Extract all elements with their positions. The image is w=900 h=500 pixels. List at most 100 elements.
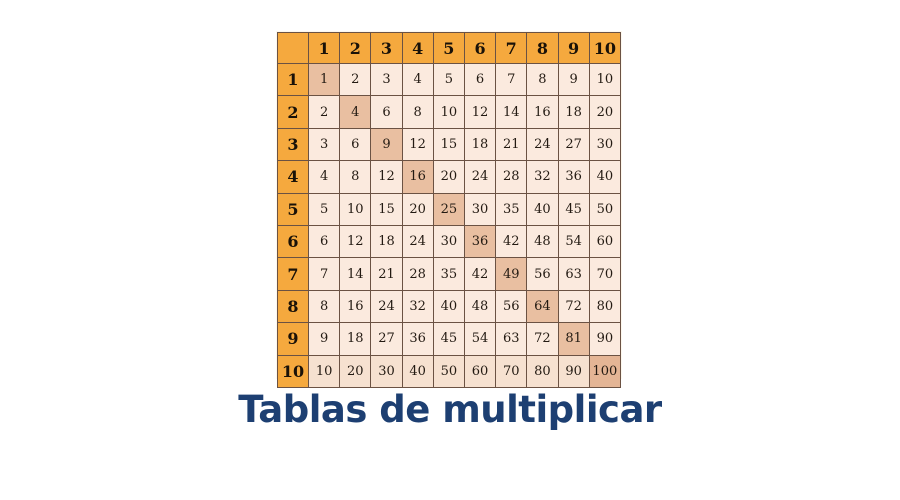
product-cell-4x6: 24 bbox=[463, 160, 497, 194]
product-cell-8x4: 32 bbox=[401, 289, 434, 324]
product-cell-9x4: 36 bbox=[401, 322, 434, 356]
product-cell-7x5: 35 bbox=[432, 257, 465, 291]
table-row: 8 8 16 24 32 40 48 56 64 72 80 bbox=[277, 289, 622, 324]
product-cell-9x1: 9 bbox=[307, 322, 341, 356]
product-cell-5x1: 5 bbox=[307, 192, 341, 226]
product-cell-3x7: 21 bbox=[495, 127, 528, 162]
product-cell-4x3: 12 bbox=[370, 160, 403, 194]
product-cell-4x9: 36 bbox=[557, 160, 590, 194]
product-cell-4x1: 4 bbox=[307, 160, 341, 194]
row-header-3: 3 bbox=[277, 127, 309, 162]
table-body: 1 1 2 3 4 5 6 7 8 9 10 2 2 4 6 8 10 12 14 16 18 20 3 3 6 9 12 15 18 2… bbox=[277, 62, 622, 388]
row-header-10: 10 bbox=[277, 354, 309, 388]
product-cell-2x8: 16 bbox=[526, 95, 559, 129]
product-cell-8x9: 72 bbox=[557, 289, 590, 324]
product-cell-10x2: 20 bbox=[339, 354, 372, 388]
table-row: 1 1 2 3 4 5 6 7 8 9 10 bbox=[277, 62, 622, 97]
product-cell-5x8: 40 bbox=[526, 192, 559, 226]
product-cell-6x3: 18 bbox=[370, 224, 403, 259]
column-header-5: 5 bbox=[432, 32, 465, 64]
product-cell-8x6: 48 bbox=[463, 289, 497, 324]
product-cell-8x2: 16 bbox=[339, 289, 372, 324]
table-header: 1 2 3 4 5 6 7 8 9 10 bbox=[277, 32, 622, 64]
table-row: 2 2 4 6 8 10 12 14 16 18 20 bbox=[277, 95, 622, 129]
product-cell-9x10: 90 bbox=[588, 322, 622, 356]
product-cell-7x4: 28 bbox=[401, 257, 434, 291]
product-cell-1x7: 7 bbox=[495, 62, 528, 97]
product-cell-8x5: 40 bbox=[432, 289, 465, 324]
column-header-10: 10 bbox=[588, 32, 622, 64]
product-cell-10x5: 50 bbox=[432, 354, 465, 388]
table-row: 6 6 12 18 24 30 36 42 48 54 60 bbox=[277, 224, 622, 259]
product-cell-1x9: 9 bbox=[557, 62, 590, 97]
product-cell-8x1: 8 bbox=[307, 289, 341, 324]
product-cell-5x10: 50 bbox=[588, 192, 622, 226]
product-cell-9x6: 54 bbox=[463, 322, 497, 356]
product-cell-9x3: 27 bbox=[370, 322, 403, 356]
product-cell-2x2: 4 bbox=[339, 95, 372, 129]
table-corner-cell bbox=[277, 32, 309, 64]
product-cell-2x4: 8 bbox=[401, 95, 434, 129]
page-title: Tablas de multiplicar bbox=[238, 388, 662, 431]
product-cell-10x9: 90 bbox=[557, 354, 590, 388]
product-cell-4x4: 16 bbox=[401, 160, 434, 194]
product-cell-10x3: 30 bbox=[370, 354, 403, 388]
product-cell-10x1: 10 bbox=[307, 354, 341, 388]
product-cell-1x3: 3 bbox=[370, 62, 403, 97]
product-cell-3x9: 27 bbox=[557, 127, 590, 162]
product-cell-5x2: 10 bbox=[339, 192, 372, 226]
product-cell-2x6: 12 bbox=[463, 95, 497, 129]
product-cell-1x2: 2 bbox=[339, 62, 372, 97]
row-header-1: 1 bbox=[277, 62, 309, 97]
column-header-3: 3 bbox=[370, 32, 403, 64]
product-cell-10x7: 70 bbox=[495, 354, 528, 388]
table-row: 9 9 18 27 36 45 54 63 72 81 90 bbox=[277, 322, 622, 356]
product-cell-2x7: 14 bbox=[495, 95, 528, 129]
column-header-6: 6 bbox=[463, 32, 497, 64]
product-cell-2x10: 20 bbox=[588, 95, 622, 129]
product-cell-6x10: 60 bbox=[588, 224, 622, 259]
product-cell-8x7: 56 bbox=[495, 289, 528, 324]
product-cell-6x4: 24 bbox=[401, 224, 434, 259]
row-header-8: 8 bbox=[277, 289, 309, 324]
product-cell-5x9: 45 bbox=[557, 192, 590, 226]
product-cell-9x8: 72 bbox=[526, 322, 559, 356]
product-cell-6x9: 54 bbox=[557, 224, 590, 259]
row-header-7: 7 bbox=[277, 257, 309, 291]
product-cell-6x5: 30 bbox=[432, 224, 465, 259]
product-cell-3x6: 18 bbox=[463, 127, 497, 162]
product-cell-1x5: 5 bbox=[432, 62, 465, 97]
product-cell-10x6: 60 bbox=[463, 354, 497, 388]
product-cell-2x3: 6 bbox=[370, 95, 403, 129]
product-cell-3x2: 6 bbox=[339, 127, 372, 162]
product-cell-1x8: 8 bbox=[526, 62, 559, 97]
product-cell-8x8: 64 bbox=[526, 289, 559, 324]
product-cell-9x7: 63 bbox=[495, 322, 528, 356]
row-header-5: 5 bbox=[277, 192, 309, 226]
row-header-2: 2 bbox=[277, 95, 309, 129]
header-row: 1 2 3 4 5 6 7 8 9 10 bbox=[277, 32, 622, 64]
product-cell-7x7: 49 bbox=[495, 257, 528, 291]
product-cell-10x8: 80 bbox=[526, 354, 559, 388]
product-cell-3x1: 3 bbox=[307, 127, 341, 162]
product-cell-4x7: 28 bbox=[495, 160, 528, 194]
product-cell-1x1: 1 bbox=[307, 62, 341, 97]
column-header-1: 1 bbox=[307, 32, 341, 64]
product-cell-7x6: 42 bbox=[463, 257, 497, 291]
product-cell-1x4: 4 bbox=[401, 62, 434, 97]
table-row: 4 4 8 12 16 20 24 28 32 36 40 bbox=[277, 160, 622, 194]
multiplication-table-container: 1 2 3 4 5 6 7 8 9 10 1 1 2 3 4 5 6 7 8 9 10 2 2 4 6 8 10 12 14 16 18 2… bbox=[276, 31, 622, 388]
product-cell-9x5: 45 bbox=[432, 322, 465, 356]
product-cell-2x9: 18 bbox=[557, 95, 590, 129]
multiplication-table: 1 2 3 4 5 6 7 8 9 10 1 1 2 3 4 5 6 7 8 9 10 2 2 4 6 8 10 12 14 16 18 2… bbox=[277, 32, 622, 388]
column-header-4: 4 bbox=[401, 32, 434, 64]
product-cell-5x3: 15 bbox=[370, 192, 403, 226]
product-cell-3x4: 12 bbox=[401, 127, 434, 162]
product-cell-2x5: 10 bbox=[432, 95, 465, 129]
product-cell-5x7: 35 bbox=[495, 192, 528, 226]
product-cell-7x10: 70 bbox=[588, 257, 622, 291]
product-cell-6x6: 36 bbox=[463, 224, 497, 259]
product-cell-8x3: 24 bbox=[370, 289, 403, 324]
table-row: 7 7 14 21 28 35 42 49 56 63 70 bbox=[277, 257, 622, 291]
